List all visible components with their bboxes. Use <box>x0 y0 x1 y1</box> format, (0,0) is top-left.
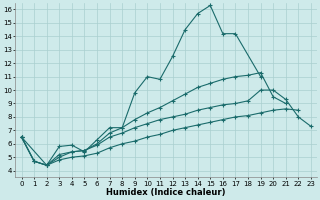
X-axis label: Humidex (Indice chaleur): Humidex (Indice chaleur) <box>107 188 226 197</box>
